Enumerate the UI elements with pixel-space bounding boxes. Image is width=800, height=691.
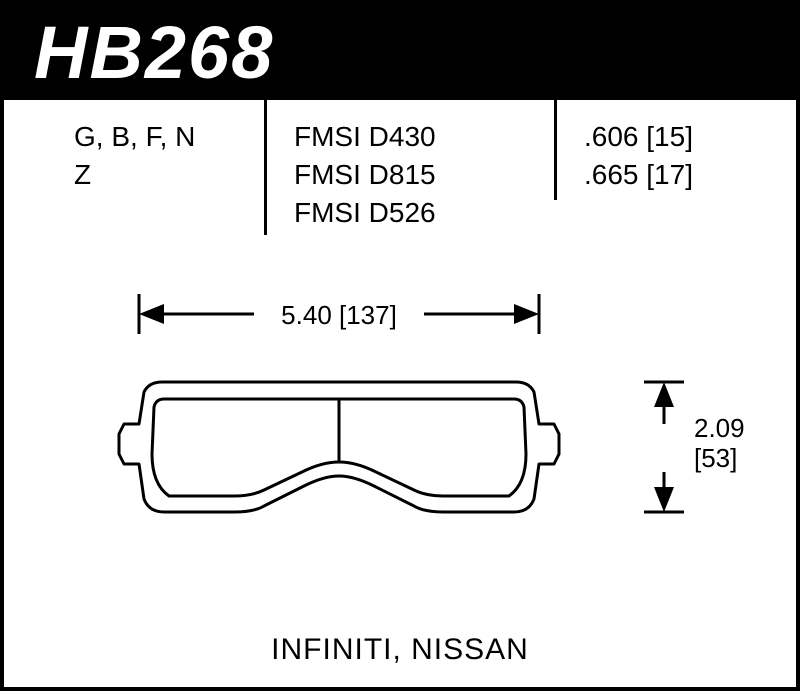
thickness-line1: .606 [15] [584,118,693,156]
spec-sheet-frame: HB268 G, B, F, N Z FMSI D430 FMSI D815 F… [0,0,800,691]
info-row: G, B, F, N Z FMSI D430 FMSI D815 FMSI D5… [4,100,796,250]
divider-2 [554,100,557,200]
height-dimension [644,382,684,512]
compounds-line1: G, B, F, N [74,118,195,156]
fmsi-line3: FMSI D526 [294,194,436,232]
divider-1 [264,100,267,235]
fmsi-line1: FMSI D430 [294,118,436,156]
applications-label: INFINITI, NISSAN [4,633,796,667]
height-mm: [53] [694,444,774,474]
compounds-line2: Z [74,156,195,194]
compounds-column: G, B, F, N Z [74,118,195,194]
brake-pad-outline [119,382,559,512]
diagram-area: 5.40 [137] 2.09 [53] [4,254,796,614]
part-number: HB268 [34,10,274,95]
height-dimension-label: 2.09 [53] [694,414,774,474]
fmsi-column: FMSI D430 FMSI D815 FMSI D526 [294,118,436,231]
fmsi-line2: FMSI D815 [294,156,436,194]
thickness-column: .606 [15] .665 [17] [584,118,693,194]
thickness-line2: .665 [17] [584,156,693,194]
height-inches: 2.09 [694,414,774,444]
header-bar: HB268 [4,4,796,100]
width-dimension-label: 5.40 [137] [264,300,414,331]
